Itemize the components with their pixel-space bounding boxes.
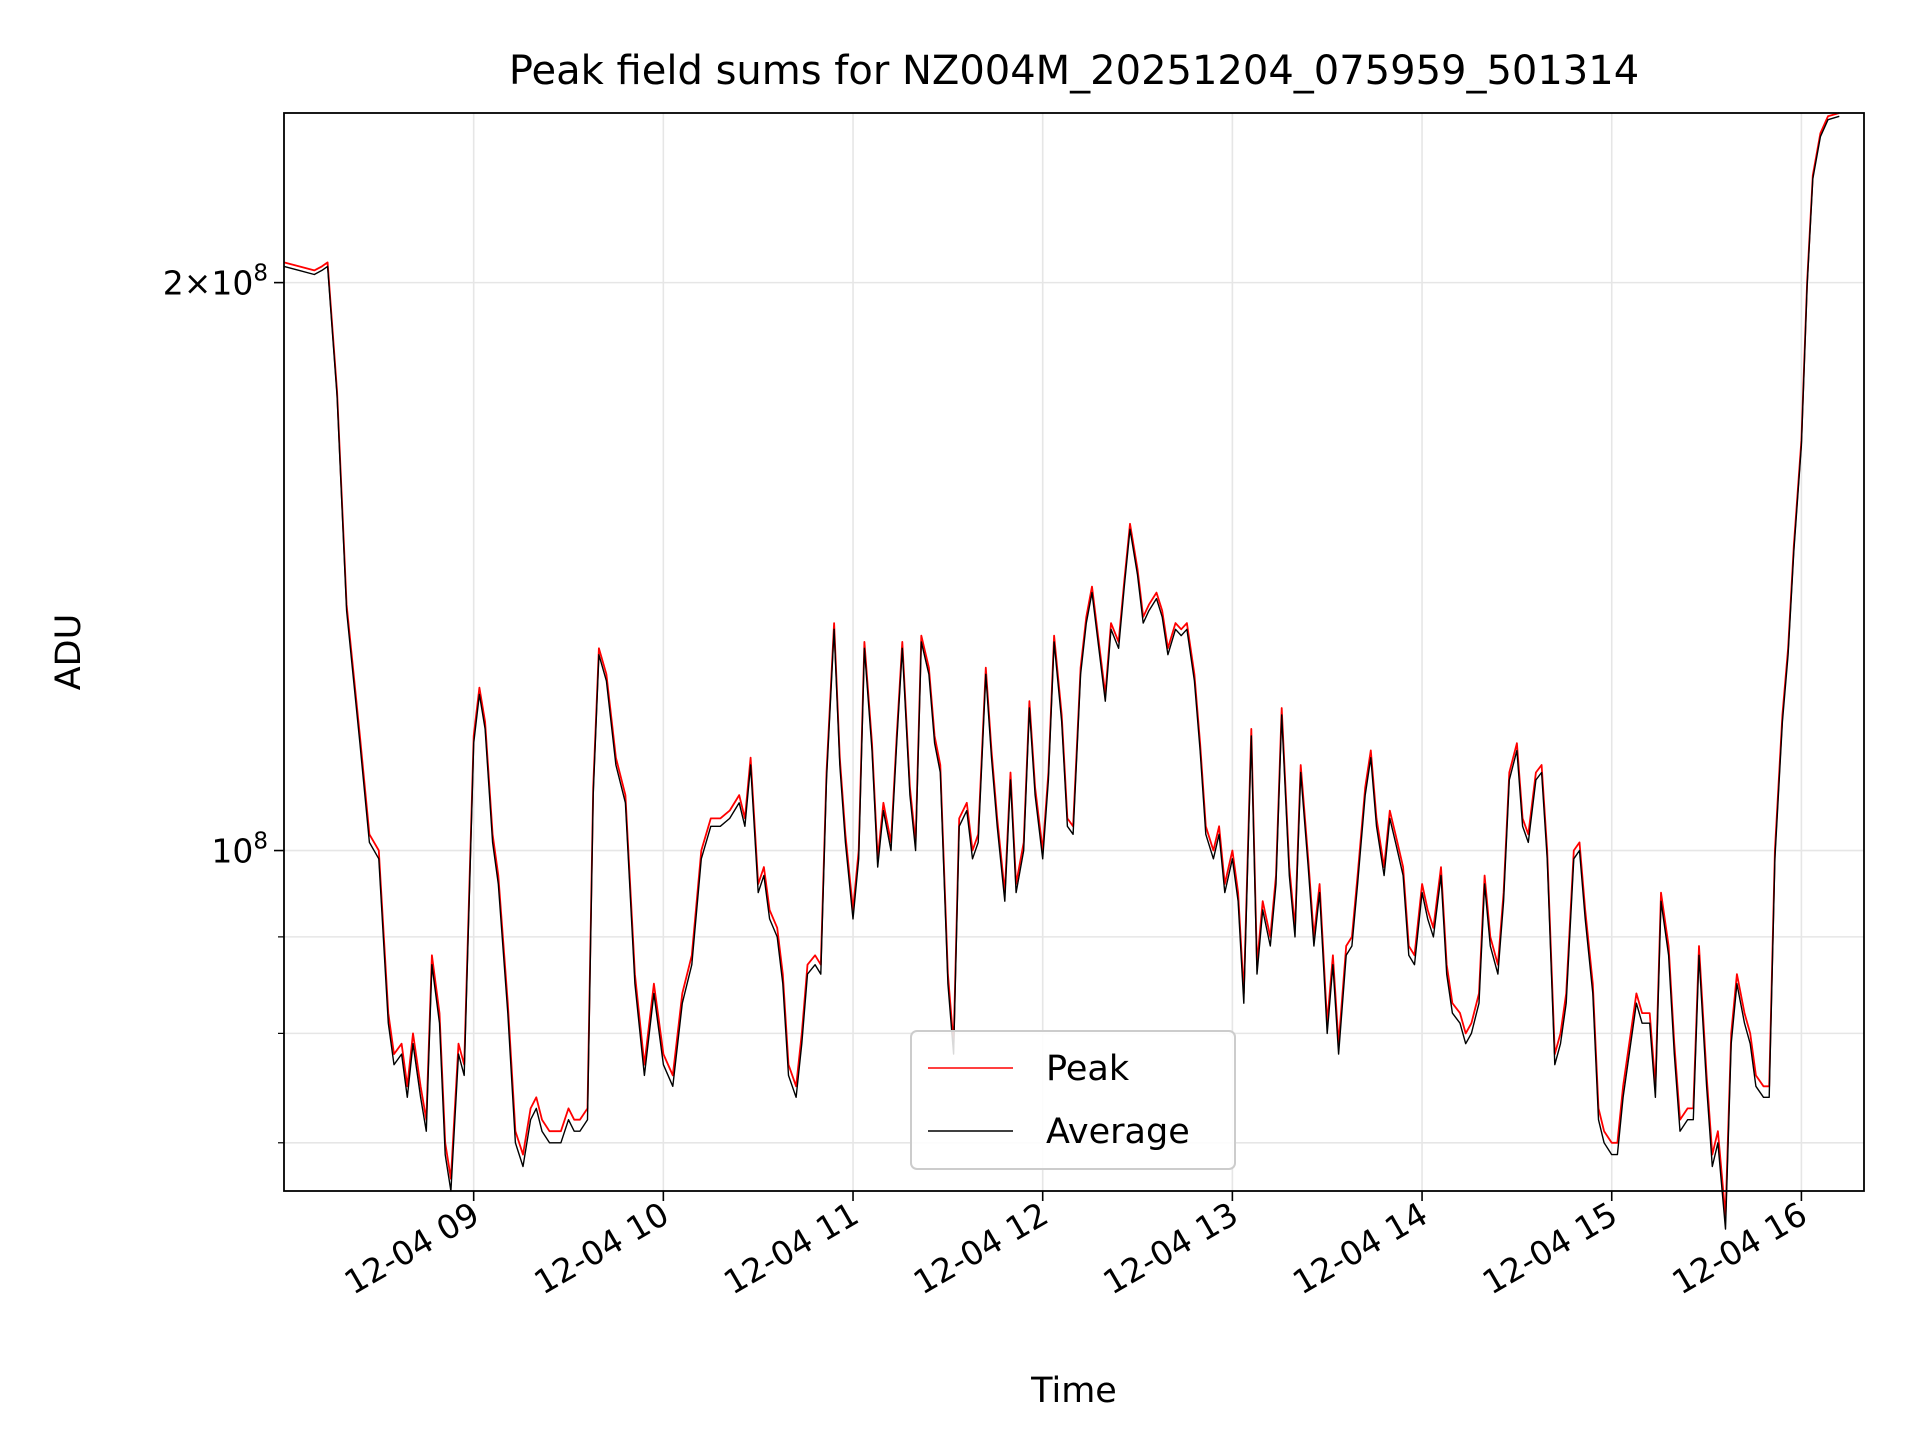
chart-title: Peak field sums for NZ004M_20251204_0759… xyxy=(509,48,1639,94)
legend-box xyxy=(910,1030,1236,1170)
x-axis-label: Time xyxy=(1030,1371,1117,1411)
legend-label-average: Average xyxy=(1046,1112,1190,1152)
y-tick-label: 108 xyxy=(211,829,268,871)
plot-area-frame xyxy=(283,112,1865,1192)
series-line-average xyxy=(283,115,1840,1230)
y-tick-exponent: 8 xyxy=(253,261,268,287)
y-tick-label: 2×108 xyxy=(163,261,268,303)
y-tick-mantissa: 2× xyxy=(163,264,212,303)
y-tick-base: 10 xyxy=(211,832,253,871)
series-layer xyxy=(283,112,1840,1230)
legend-label-peak: Peak xyxy=(1046,1049,1130,1089)
legend: Peak Average xyxy=(910,1030,1236,1170)
y-tick-base: 10 xyxy=(211,264,253,303)
y-axis-label: ADU xyxy=(49,614,89,691)
y-tick-exponent: 8 xyxy=(253,829,268,855)
